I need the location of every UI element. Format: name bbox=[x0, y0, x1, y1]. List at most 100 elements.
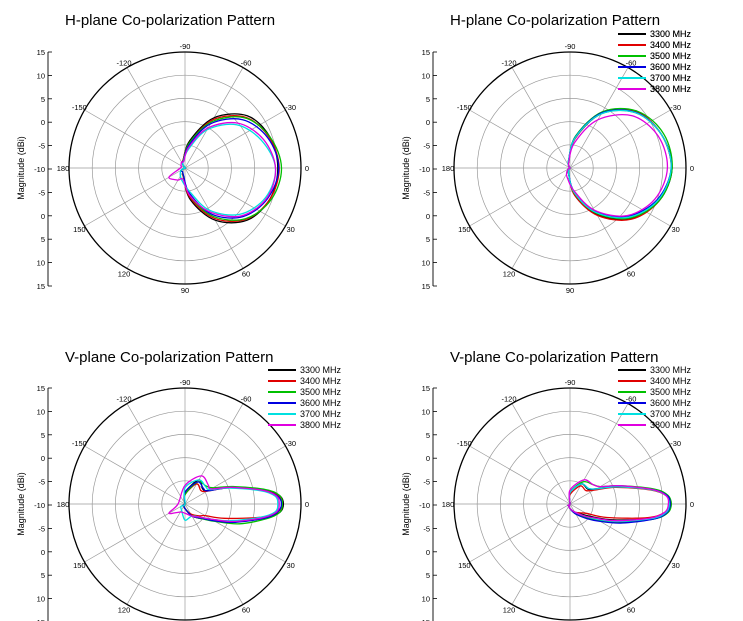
legend-label: 3300 MHz bbox=[650, 365, 692, 375]
grid-spoke bbox=[184, 503, 286, 563]
grid-spoke bbox=[84, 445, 186, 505]
angle-label: 120 bbox=[503, 270, 516, 279]
axis-tick-label: 15 bbox=[37, 384, 45, 393]
axis-tick-label: 15 bbox=[37, 282, 45, 291]
angle-label: -30 bbox=[285, 439, 296, 448]
axis-tick-label: 0 bbox=[41, 118, 45, 127]
legend-label: 3600 MHz bbox=[650, 62, 692, 72]
axis-tick-label: 10 bbox=[422, 71, 430, 80]
legend-label: 3800 MHz bbox=[650, 84, 692, 94]
angle-label: 150 bbox=[73, 561, 86, 570]
angle-label: -150 bbox=[457, 103, 472, 112]
angle-label: -90 bbox=[180, 378, 191, 387]
axis-tick-label: -5 bbox=[38, 478, 45, 487]
angle-label: -60 bbox=[241, 58, 252, 67]
angle-label: -90 bbox=[180, 42, 191, 51]
angle-label: 180 bbox=[442, 164, 455, 173]
angle-label: -60 bbox=[626, 58, 637, 67]
chart-title: H-plane Co-polarization Pattern bbox=[450, 12, 660, 29]
axis-tick-label: -5 bbox=[38, 188, 45, 197]
axis-tick-label: 10 bbox=[422, 407, 430, 416]
axis-tick-label: 0 bbox=[41, 454, 45, 463]
axis-tick-label: 5 bbox=[41, 95, 45, 104]
polar-chart-3: -90-60-300306090120150180-150-120151050-… bbox=[16, 349, 342, 621]
axis-tick-label: 5 bbox=[41, 431, 45, 440]
angle-label: 90 bbox=[566, 286, 574, 295]
grid-spoke bbox=[469, 445, 571, 505]
legend-label: 3300 MHz bbox=[650, 29, 692, 39]
axis-tick-label: 0 bbox=[41, 548, 45, 557]
axis-tick-label: -5 bbox=[38, 524, 45, 533]
angle-label: 60 bbox=[242, 270, 250, 279]
y-axis-label: Magnitude (dBi) bbox=[401, 472, 411, 536]
axis-tick-label: 10 bbox=[37, 407, 45, 416]
legend-label: 3700 MHz bbox=[650, 73, 692, 83]
axis-tick-label: 5 bbox=[41, 235, 45, 244]
angle-label: 60 bbox=[242, 606, 250, 615]
axis-tick-label: 5 bbox=[426, 571, 430, 580]
axis-tick-label: -5 bbox=[38, 142, 45, 151]
angle-label: 120 bbox=[503, 606, 516, 615]
grid-spoke bbox=[126, 503, 186, 605]
grid-spoke bbox=[184, 109, 286, 169]
legend-label: 3400 MHz bbox=[650, 40, 692, 50]
axis-tick-label: 15 bbox=[37, 618, 45, 621]
angle-label: -120 bbox=[116, 58, 131, 67]
axis-tick-label: -10 bbox=[419, 501, 430, 510]
outer-circle bbox=[453, 51, 687, 285]
angle-label: 90 bbox=[181, 286, 189, 295]
angle-label: 180 bbox=[57, 500, 70, 509]
axis-tick-label: 5 bbox=[426, 95, 430, 104]
grid-spoke bbox=[126, 403, 186, 505]
chart-title: V-plane Co-polarization Pattern bbox=[65, 349, 273, 366]
axis-tick-label: 0 bbox=[426, 548, 430, 557]
y-axis-label: Magnitude (dBi) bbox=[16, 136, 26, 200]
axis-tick-label: 10 bbox=[37, 595, 45, 604]
legend-label: 3800 MHz bbox=[650, 420, 692, 430]
angle-label: -90 bbox=[565, 378, 576, 387]
angle-label: -30 bbox=[285, 103, 296, 112]
axis-tick-label: 0 bbox=[41, 212, 45, 221]
legend-label: 3800 MHz bbox=[650, 84, 692, 94]
angle-label: -30 bbox=[670, 439, 681, 448]
grid-spoke bbox=[511, 503, 571, 605]
grid-spoke bbox=[569, 167, 629, 269]
axis-tick-label: 15 bbox=[422, 48, 430, 57]
series-line bbox=[567, 479, 670, 522]
grid-spoke bbox=[569, 403, 629, 505]
outer-circle bbox=[68, 387, 302, 621]
grid-spoke bbox=[569, 109, 671, 169]
legend-label: 3800 MHz bbox=[300, 420, 342, 430]
axis-tick-label: 10 bbox=[422, 595, 430, 604]
axis-tick-label: -10 bbox=[34, 501, 45, 510]
grid-spoke bbox=[184, 403, 244, 505]
angle-label: 60 bbox=[627, 606, 635, 615]
grid-spoke bbox=[511, 67, 571, 169]
axis-tick-label: -10 bbox=[419, 165, 430, 174]
grid-spoke bbox=[126, 167, 186, 269]
legend-label: 3600 MHz bbox=[650, 398, 692, 408]
grid-spoke bbox=[569, 67, 629, 169]
angle-label: 150 bbox=[73, 225, 86, 234]
angle-label: -120 bbox=[501, 394, 516, 403]
angle-label: 150 bbox=[458, 225, 471, 234]
outer-circle bbox=[68, 51, 302, 285]
legend-label: 3300 MHz bbox=[300, 365, 342, 375]
polar-chart-2: -90-60-300306090120150180-150-120151050-… bbox=[401, 12, 694, 295]
legend-label: 3500 MHz bbox=[650, 51, 692, 61]
axis-tick-label: 5 bbox=[426, 235, 430, 244]
axis-tick-label: 15 bbox=[422, 618, 430, 621]
y-axis-label: Magnitude (dBi) bbox=[16, 472, 26, 536]
angle-label: 0 bbox=[690, 500, 694, 509]
axis-tick-label: 0 bbox=[426, 118, 430, 127]
axis-tick-label: -5 bbox=[423, 142, 430, 151]
angle-label: -120 bbox=[116, 394, 131, 403]
grid-spoke bbox=[469, 503, 571, 563]
angle-label: 0 bbox=[305, 164, 309, 173]
axis-tick-label: 15 bbox=[422, 384, 430, 393]
axis-tick-label: 15 bbox=[37, 48, 45, 57]
grid-spoke bbox=[469, 109, 571, 169]
axis-tick-label: 10 bbox=[37, 259, 45, 268]
axis-tick-label: -5 bbox=[423, 478, 430, 487]
